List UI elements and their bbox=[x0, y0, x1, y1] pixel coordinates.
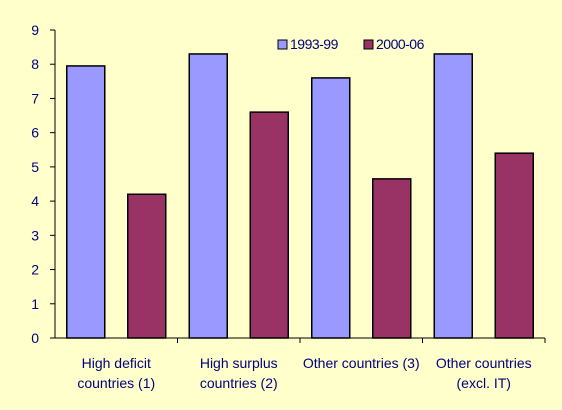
x-axis-labels: High deficit countries (1) High surplus cou… bbox=[77, 355, 531, 391]
y-tick-label: 8 bbox=[31, 56, 39, 72]
x-tick-label: countries (2) bbox=[200, 375, 278, 391]
y-axis-ticks: 0 1 2 3 4 5 6 7 8 9 bbox=[31, 22, 546, 346]
legend-swatch bbox=[363, 39, 374, 50]
y-tick-label: 5 bbox=[31, 159, 39, 175]
bar-series-2 bbox=[494, 152, 534, 339]
x-tick-label: countries (1) bbox=[77, 375, 155, 391]
bar-series-2 bbox=[127, 193, 167, 339]
bar-series-1 bbox=[311, 77, 351, 339]
y-tick-label: 6 bbox=[31, 125, 39, 141]
x-tick-label: Other countries bbox=[436, 355, 532, 371]
legend: 1993-99 2000-06 bbox=[277, 36, 425, 52]
x-tick-label: Other countries (3) bbox=[303, 355, 420, 371]
legend-swatch bbox=[277, 39, 288, 50]
bar-series-1 bbox=[433, 53, 473, 339]
y-tick-label: 2 bbox=[31, 262, 39, 278]
bar-series-1 bbox=[188, 53, 228, 339]
y-tick-label: 1 bbox=[31, 296, 39, 312]
bar-series-1 bbox=[66, 65, 106, 339]
bar-series-2 bbox=[372, 178, 412, 339]
y-tick-label: 4 bbox=[31, 193, 39, 209]
x-tick-label: High deficit bbox=[82, 355, 151, 371]
legend-label: 1993-99 bbox=[290, 36, 339, 52]
x-tick-label: (excl. IT) bbox=[457, 375, 511, 391]
y-tick-label: 3 bbox=[31, 227, 39, 243]
bar-series-group bbox=[66, 53, 534, 339]
bar-series-2 bbox=[249, 111, 289, 339]
y-tick-label: 9 bbox=[31, 22, 39, 38]
y-tick-label: 0 bbox=[31, 330, 39, 346]
y-tick-label: 7 bbox=[31, 90, 39, 106]
x-tick-label: High surplus bbox=[200, 355, 278, 371]
legend-label: 2000-06 bbox=[376, 36, 425, 52]
